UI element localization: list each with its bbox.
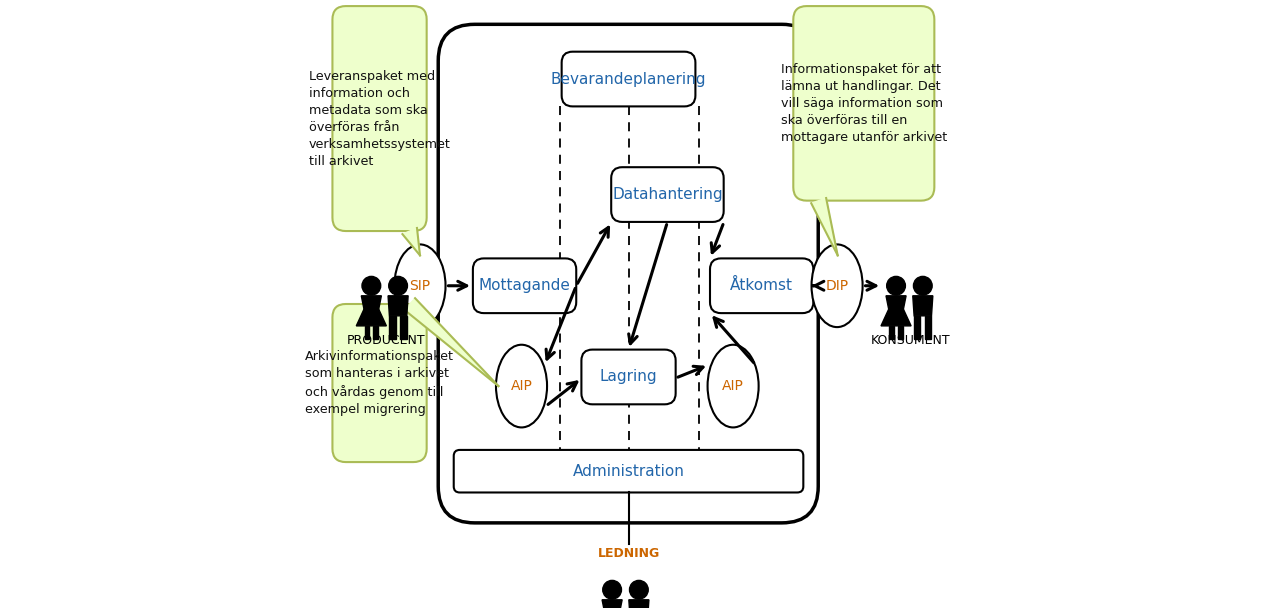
Text: PRODUCENT: PRODUCENT — [346, 334, 425, 347]
Polygon shape — [881, 309, 912, 326]
Polygon shape — [404, 298, 498, 386]
Polygon shape — [361, 295, 382, 309]
FancyBboxPatch shape — [562, 52, 695, 106]
Text: KONSUMENT: KONSUMENT — [871, 334, 951, 347]
Ellipse shape — [394, 244, 445, 327]
Circle shape — [389, 277, 407, 295]
Text: Informationspaket för att
lämna ut handlingar. Det
vill säga information som
ska: Informationspaket för att lämna ut handl… — [781, 63, 947, 144]
Circle shape — [629, 581, 648, 599]
Text: Åtkomst: Åtkomst — [730, 278, 794, 293]
FancyBboxPatch shape — [332, 304, 426, 462]
FancyBboxPatch shape — [710, 258, 813, 313]
Text: Bevarandeplanering: Bevarandeplanering — [550, 72, 706, 86]
Text: Mottagande: Mottagande — [478, 278, 571, 293]
Polygon shape — [913, 295, 933, 316]
Text: DIP: DIP — [825, 278, 848, 293]
Text: Administration: Administration — [573, 464, 685, 478]
Polygon shape — [886, 295, 907, 309]
Text: SIP: SIP — [410, 278, 431, 293]
Text: Leveranspaket med
information och
metadata som ska
överföras från
verksamhetssys: Leveranspaket med information och metada… — [308, 69, 450, 168]
FancyBboxPatch shape — [794, 6, 935, 201]
FancyBboxPatch shape — [454, 450, 804, 492]
Polygon shape — [629, 599, 649, 608]
Polygon shape — [926, 316, 932, 339]
Text: LEDNING: LEDNING — [597, 547, 659, 560]
Ellipse shape — [812, 244, 862, 327]
Text: Lagring: Lagring — [600, 370, 657, 384]
Polygon shape — [889, 326, 894, 339]
Circle shape — [886, 277, 905, 295]
Polygon shape — [602, 599, 623, 608]
Polygon shape — [401, 316, 407, 339]
Ellipse shape — [708, 345, 758, 427]
Polygon shape — [389, 316, 396, 339]
Text: Arkivinformationspaket
som hanteras i arkivet
och vårdas genom till
exempel migr: Arkivinformationspaket som hanteras i ar… — [306, 350, 454, 416]
Polygon shape — [356, 309, 387, 326]
FancyBboxPatch shape — [611, 167, 724, 222]
Polygon shape — [898, 326, 903, 339]
Text: AIP: AIP — [723, 379, 744, 393]
Polygon shape — [373, 326, 378, 339]
Text: Datahantering: Datahantering — [612, 187, 723, 202]
FancyBboxPatch shape — [582, 350, 676, 404]
Polygon shape — [402, 228, 420, 255]
Circle shape — [602, 581, 621, 599]
Polygon shape — [812, 198, 838, 255]
FancyBboxPatch shape — [439, 24, 818, 523]
Polygon shape — [914, 316, 921, 339]
Text: AIP: AIP — [511, 379, 533, 393]
Circle shape — [361, 277, 380, 295]
Circle shape — [913, 277, 932, 295]
Ellipse shape — [496, 345, 547, 427]
Polygon shape — [365, 326, 369, 339]
FancyBboxPatch shape — [473, 258, 576, 313]
FancyBboxPatch shape — [332, 6, 426, 231]
Polygon shape — [388, 295, 408, 316]
